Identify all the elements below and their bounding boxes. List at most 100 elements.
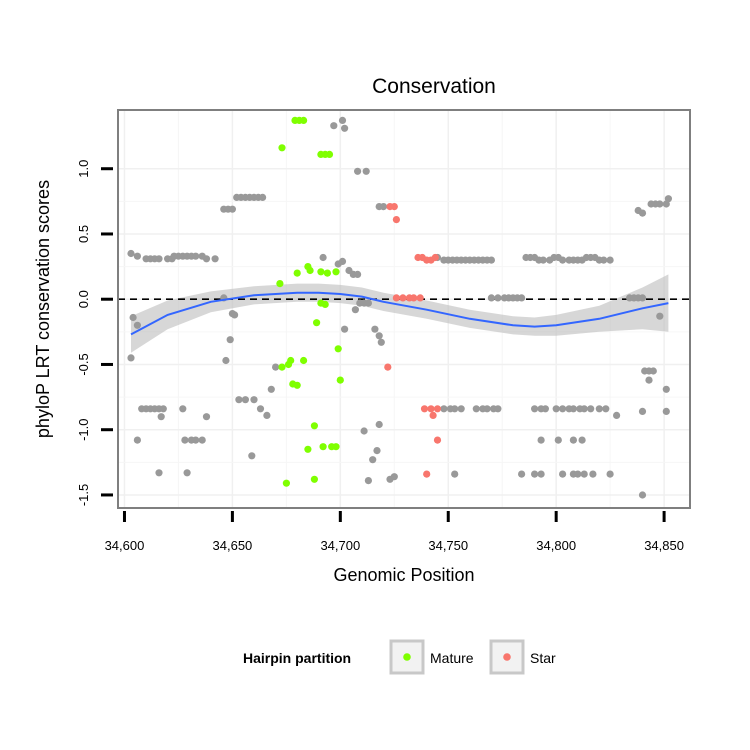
- point-other-145: [595, 405, 603, 413]
- point-other-143: [580, 405, 588, 413]
- point-star-8: [392, 294, 400, 302]
- smooth-line: [130, 291, 669, 336]
- point-mature-20: [287, 356, 295, 365]
- point-other-44: [181, 436, 189, 444]
- point-mature-15: [321, 300, 329, 308]
- y-tick-label-5: 1.0: [76, 160, 91, 178]
- point-other-56: [267, 385, 275, 393]
- point-mature-11: [317, 268, 325, 276]
- point-other-158: [580, 470, 588, 478]
- y-tick-label-3: 0.0: [76, 290, 91, 308]
- point-star-11: [410, 294, 418, 302]
- point-other-76: [364, 299, 372, 307]
- point-other-55: [263, 411, 271, 419]
- point-mature-13: [276, 280, 284, 288]
- point-other-26: [259, 193, 267, 201]
- point-other-134: [494, 405, 502, 413]
- point-other-71: [354, 270, 362, 278]
- point-other-60: [338, 116, 347, 124]
- point-mature-6: [325, 150, 334, 158]
- point-star-19: [423, 470, 431, 478]
- point-other-125: [606, 256, 614, 264]
- point-other-41: [157, 413, 165, 421]
- x-tick-label-4: 34,800: [536, 538, 576, 553]
- point-other-54: [256, 405, 265, 413]
- x-axis-label: Genomic Position: [333, 565, 474, 585]
- point-other-115: [559, 256, 567, 264]
- point-mature-24: [336, 376, 344, 384]
- point-other-19: [228, 205, 236, 213]
- point-other-33: [133, 321, 141, 329]
- point-other-163: [638, 209, 647, 217]
- point-other-47: [198, 436, 206, 444]
- chart-title: Conservation: [372, 75, 496, 98]
- point-other-49: [183, 469, 191, 477]
- point-other-5: [155, 255, 163, 263]
- point-other-135: [531, 405, 539, 413]
- point-other-151: [451, 470, 459, 478]
- point-mature-28: [332, 443, 340, 451]
- point-star-12: [416, 294, 424, 302]
- legend-label-mature: Mature: [430, 650, 474, 666]
- point-other-180: [638, 407, 647, 415]
- point-other-30: [231, 311, 239, 319]
- point-other-78: [360, 427, 368, 435]
- point-mature-9: [306, 266, 314, 275]
- point-other-146: [602, 405, 610, 413]
- point-other-32: [129, 313, 137, 322]
- legend-dot-mature: [403, 653, 411, 661]
- x-tick-label-1: 34,650: [213, 538, 253, 553]
- point-other-53: [250, 396, 258, 404]
- point-other-52: [241, 396, 249, 404]
- point-other-82: [364, 477, 372, 485]
- point-other-139: [559, 405, 567, 413]
- point-other-79: [369, 456, 377, 464]
- point-other-177: [656, 312, 664, 320]
- point-other-168: [664, 195, 673, 203]
- y-tick-label-4: 0.5: [76, 225, 91, 243]
- point-other-150: [578, 436, 586, 444]
- point-other-179: [662, 407, 670, 415]
- x-tick-label-3: 34,750: [428, 538, 468, 553]
- legend-dot-star: [503, 653, 511, 661]
- point-star-13: [384, 363, 392, 371]
- point-other-137: [541, 405, 550, 413]
- point-other-161: [613, 411, 621, 419]
- point-other-154: [537, 470, 545, 478]
- point-other-31: [127, 354, 135, 362]
- point-other-58: [248, 452, 256, 460]
- point-other-148: [554, 436, 562, 444]
- point-mature-18: [278, 363, 286, 371]
- point-other-40: [159, 405, 167, 413]
- point-other-129: [457, 405, 465, 413]
- x-tick-label-0: 34,600: [105, 538, 145, 553]
- point-other-152: [518, 470, 526, 478]
- data-points: [127, 116, 673, 499]
- point-other-81: [375, 420, 383, 429]
- point-other-101: [494, 294, 502, 302]
- legend-label-star: Star: [530, 650, 556, 666]
- x-tick-label-5: 34,850: [644, 538, 684, 553]
- point-mature-25: [310, 422, 318, 430]
- point-mature-30: [310, 475, 318, 483]
- point-other-160: [606, 470, 614, 478]
- point-other-181: [638, 491, 647, 499]
- point-mature-0: [278, 144, 286, 152]
- point-other-13: [192, 252, 200, 260]
- point-mature-26: [319, 443, 327, 451]
- point-other-43: [179, 405, 187, 413]
- y-axis-label: phyloP LRT conservation scores: [33, 180, 53, 438]
- point-other-80: [373, 447, 381, 455]
- point-other-1: [133, 252, 141, 260]
- plot-border: [117, 109, 691, 509]
- point-star-9: [399, 294, 407, 302]
- point-other-111: [539, 256, 547, 264]
- point-other-73: [351, 306, 359, 314]
- point-other-66: [319, 253, 327, 262]
- point-other-63: [362, 167, 370, 175]
- point-other-77: [371, 325, 379, 333]
- point-other-28: [226, 336, 234, 344]
- point-other-128: [451, 405, 459, 413]
- y-tick-label-1: -1.0: [76, 419, 91, 441]
- legend: Hairpin partition Mature Star: [243, 639, 556, 675]
